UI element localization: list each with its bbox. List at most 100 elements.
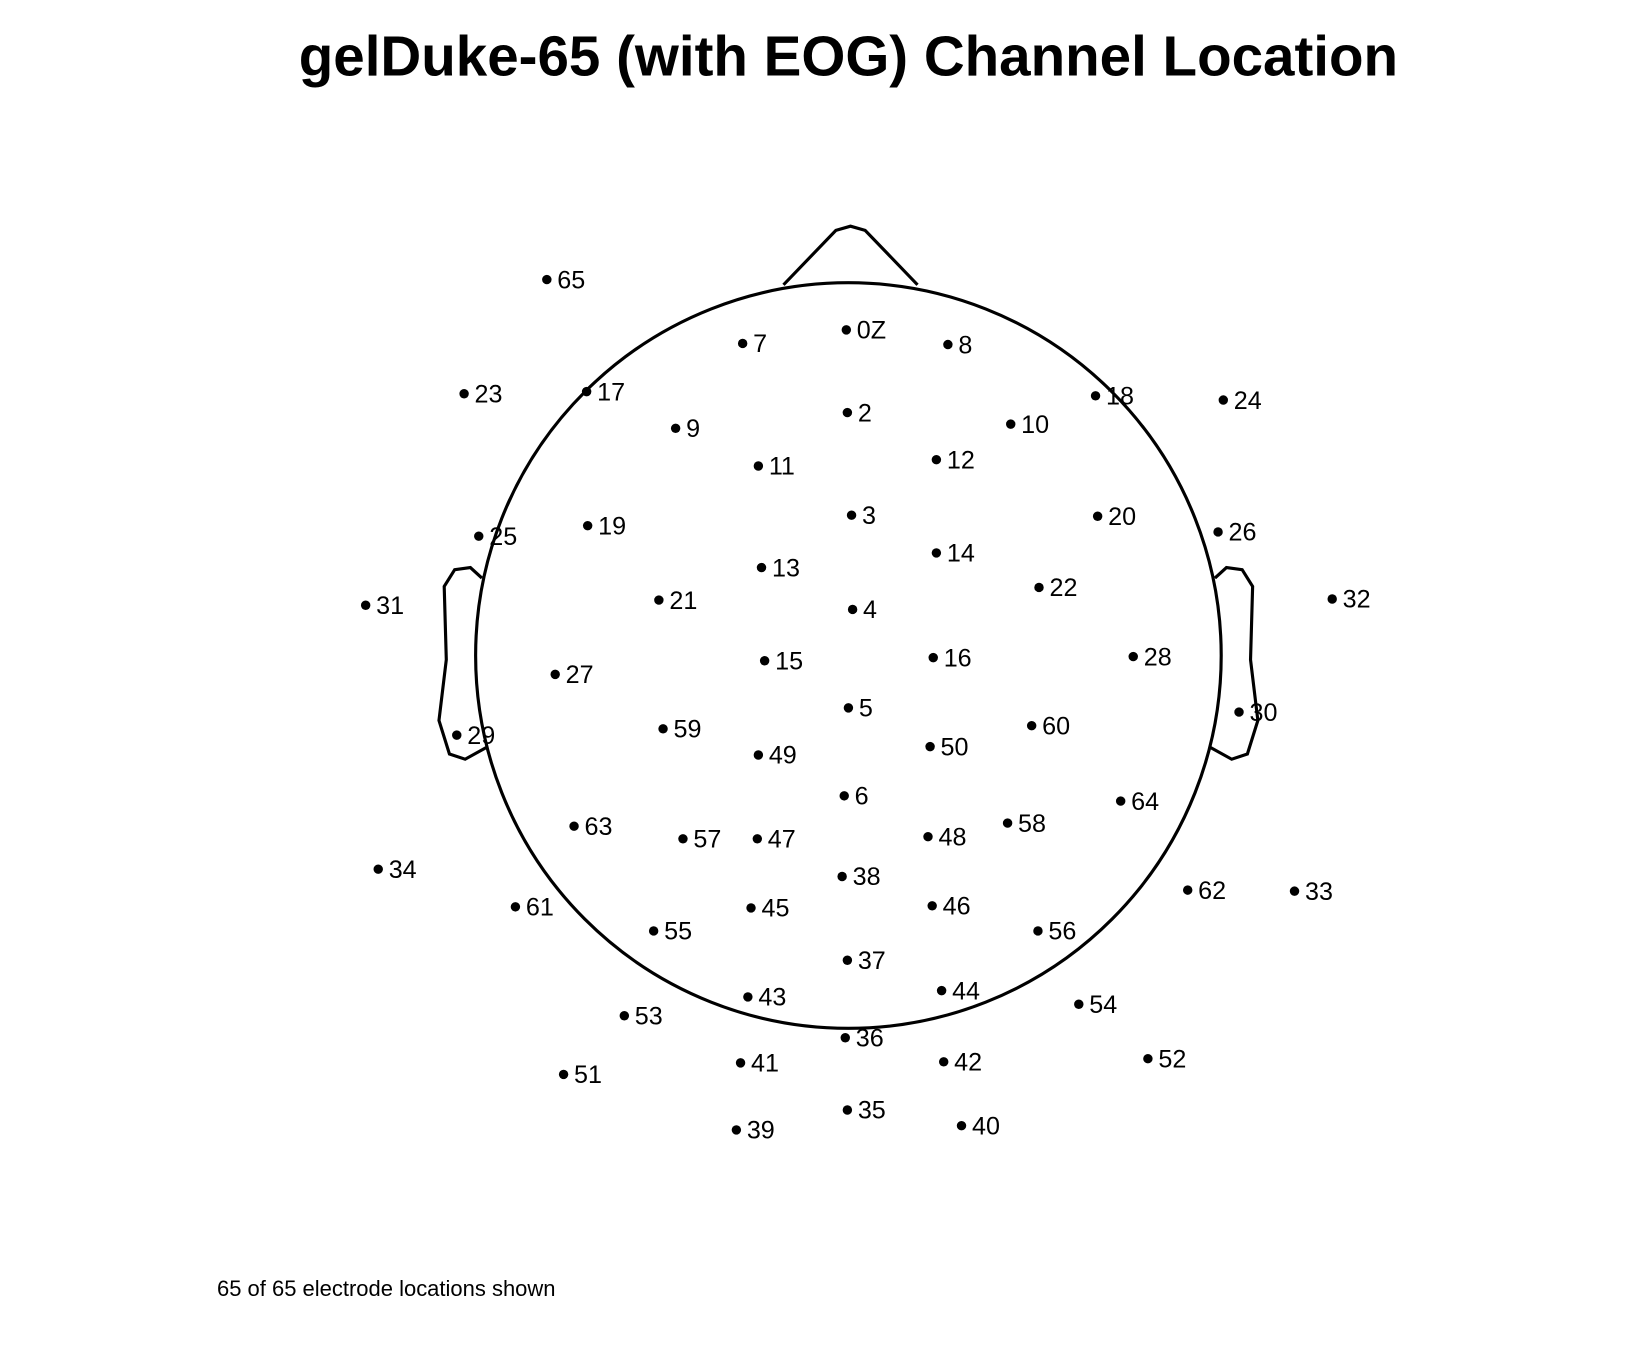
electrode-dot xyxy=(837,871,847,882)
electrode-label: 34 xyxy=(389,856,417,884)
electrode-dot xyxy=(928,652,938,663)
electrode-dot xyxy=(847,604,858,615)
electrode-label: 2 xyxy=(858,399,872,427)
electrode-dot xyxy=(619,1011,630,1021)
electrode-dot xyxy=(510,902,521,912)
electrode-dot xyxy=(731,1125,742,1135)
electrode-label: 5 xyxy=(859,695,873,723)
electrode-dot xyxy=(1002,818,1013,828)
electrode-dot xyxy=(1182,885,1193,895)
electrode-dot xyxy=(459,389,469,399)
electrode-dot xyxy=(542,274,552,285)
electrode-dot xyxy=(1115,796,1126,806)
electrode-dot xyxy=(846,510,857,520)
electrode-label: 65 xyxy=(557,266,585,294)
electrode-label: 45 xyxy=(761,895,789,923)
electrode-label: 24 xyxy=(1234,387,1262,415)
electrode-label: 44 xyxy=(952,977,980,1005)
electrode-dot xyxy=(1234,707,1244,717)
electrode-label: 62 xyxy=(1198,877,1226,905)
electrode-dot xyxy=(936,985,947,996)
electrode-dot xyxy=(842,1105,853,1115)
electrode-label: 57 xyxy=(693,826,721,854)
electrode-label: 16 xyxy=(944,644,972,672)
head xyxy=(474,281,1223,1030)
electrode-label: 58 xyxy=(1018,810,1046,838)
electrode-label: 31 xyxy=(376,592,404,620)
electrode-label: 35 xyxy=(858,1097,886,1125)
electrode-label: 53 xyxy=(635,1002,663,1030)
electrode-dot xyxy=(840,1033,850,1043)
electrode-label: 21 xyxy=(669,587,697,615)
electrode-label: 60 xyxy=(1042,712,1070,740)
electrode-label: 40 xyxy=(972,1112,1000,1140)
electrode-dot xyxy=(842,955,853,965)
electrode-dot xyxy=(1128,651,1138,662)
electrode-label: 6 xyxy=(855,783,869,811)
electrode-label: 0Z xyxy=(857,317,886,345)
nose xyxy=(782,224,919,286)
electrode-dot xyxy=(581,386,592,397)
electrode-label: 28 xyxy=(1144,643,1172,671)
electrode-dot xyxy=(654,595,664,605)
electrode-label: 41 xyxy=(751,1050,779,1078)
electrode-label: 64 xyxy=(1131,788,1159,816)
electrode-label: 55 xyxy=(664,918,692,946)
electrode-label: 15 xyxy=(775,648,803,676)
electrode-label: 8 xyxy=(958,331,972,359)
electrode-dot xyxy=(956,1121,967,1131)
electrode-label: 9 xyxy=(686,415,700,443)
electrode-dot xyxy=(569,821,579,831)
electrode-label: 61 xyxy=(526,894,554,922)
electrode-dot xyxy=(753,461,764,471)
electrode-label: 38 xyxy=(853,863,881,891)
electrode-label: 3 xyxy=(862,502,876,530)
electrode-dot xyxy=(1092,511,1103,521)
electrode-label: 20 xyxy=(1108,503,1136,531)
electrode-label: 42 xyxy=(954,1049,982,1077)
electrode-label: 29 xyxy=(467,722,495,750)
electrode-dot xyxy=(678,834,688,844)
electrode-label: 33 xyxy=(1305,878,1333,906)
electrode-dot xyxy=(452,730,462,740)
electrode-dot xyxy=(1026,720,1037,731)
electrode-dot xyxy=(737,338,748,349)
electrode-label: 56 xyxy=(1048,918,1076,946)
electrode-dot xyxy=(743,992,753,1002)
footer: 65 of 65 electrode locations shown xyxy=(217,1276,556,1301)
electrode-label: 39 xyxy=(747,1117,775,1145)
electrode-dot xyxy=(582,520,593,531)
electrode-label: 54 xyxy=(1089,991,1117,1019)
electrode-dot xyxy=(925,741,935,752)
electrode-dot xyxy=(558,1069,569,1080)
electrode-label: 22 xyxy=(1049,574,1077,602)
electrode-label: 11 xyxy=(769,453,795,481)
electrode-dot xyxy=(843,703,854,713)
electrode-label: 37 xyxy=(858,947,886,975)
electrode-label: 18 xyxy=(1106,383,1134,411)
electrode-dot xyxy=(1074,999,1084,1009)
electrode-dot xyxy=(841,325,852,335)
electrode-dot xyxy=(373,864,383,874)
electrode-dot xyxy=(931,454,942,465)
electrode-dot xyxy=(670,423,681,434)
electrode-label: 32 xyxy=(1343,586,1371,614)
electrode-dot xyxy=(550,669,560,680)
electrode-label: 25 xyxy=(489,523,517,551)
electrode-dot xyxy=(1218,395,1229,405)
electrode-dot xyxy=(735,1058,746,1068)
right-ear xyxy=(1209,565,1260,761)
electrode-label: 48 xyxy=(938,823,966,851)
electrode-dot xyxy=(1289,886,1300,896)
electrode-dot xyxy=(927,901,937,911)
electrode-label: 50 xyxy=(941,733,969,761)
electrode-label: 49 xyxy=(769,742,797,770)
left-ear xyxy=(437,565,487,761)
electrode-dot xyxy=(1033,926,1043,936)
electrode-label: 59 xyxy=(674,716,702,744)
electrode-dot xyxy=(1090,391,1101,401)
electrode-label: 30 xyxy=(1249,699,1277,727)
